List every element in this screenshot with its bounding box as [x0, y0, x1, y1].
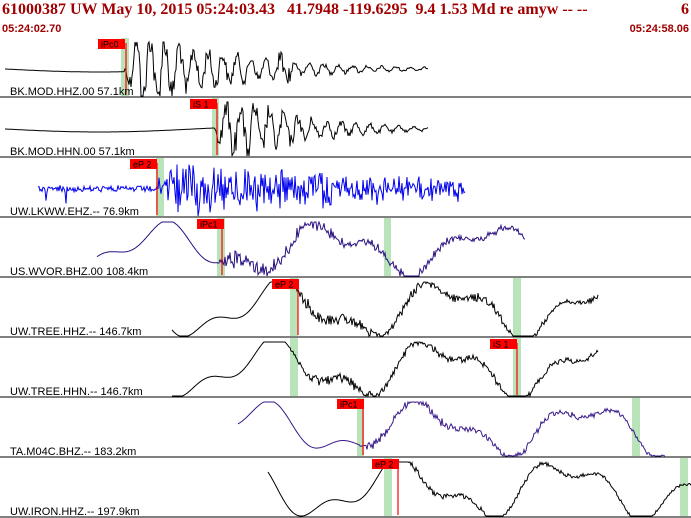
- trace-panel[interactable]: eP 2 UW.TREE.HHZ.-- 146.7km: [0, 278, 691, 338]
- time-end-label: 05:24:58.06: [629, 23, 689, 35]
- pick-window-band: [632, 398, 640, 456]
- pick-flag[interactable]: [272, 279, 299, 289]
- waveform-trace: [237, 400, 666, 458]
- pick-window-band: [217, 218, 225, 276]
- pick-window-band: [290, 278, 298, 336]
- station-label: US.WVOR.BHZ.00 108.4km: [10, 266, 148, 278]
- event-title: 61000387 UW May 10, 2015 05:24:03.43 41.…: [2, 1, 588, 18]
- station-label: UW.TREE.HHZ.-- 146.7km: [10, 326, 141, 338]
- pick-window-band: [290, 338, 298, 396]
- pick-window-band: [121, 38, 129, 96]
- trace-panel[interactable]: iPc1 US.WVOR.BHZ.00 108.4km: [0, 218, 691, 278]
- station-label: BK.MOD.HHN.00 57.1km: [10, 146, 135, 158]
- pick-window-band: [384, 218, 391, 276]
- pick-label: iS 1: [193, 100, 209, 110]
- station-label: UW.LKWW.EHZ.-- 76.9km: [10, 206, 139, 218]
- station-label: UW.TREE.HHN.-- 146.7km: [10, 386, 143, 398]
- waveform-trace: [96, 220, 526, 277]
- station-label: TA.M04C.BHZ.-- 183.2km: [10, 446, 136, 458]
- pick-label: iS 1: [493, 340, 509, 350]
- trace-panel[interactable]: iS 1 BK.MOD.HHN.00 57.1km: [0, 98, 691, 158]
- pick-window-band: [357, 398, 364, 456]
- waveform-trace: [267, 460, 691, 517]
- event-header: 61000387 UW May 10, 2015 05:24:03.43 41.…: [0, 0, 691, 40]
- trace-panel[interactable]: iPc1 TA.M04C.BHZ.-- 183.2km: [0, 398, 691, 458]
- pick-flag[interactable]: [490, 339, 517, 349]
- station-label: UW.IRON.HHZ.-- 197.9km: [10, 506, 140, 518]
- pick-label: iPc1: [200, 220, 218, 230]
- pick-label: iPc0: [101, 40, 119, 50]
- station-label: BK.MOD.HHZ.00 57.1km: [10, 86, 133, 98]
- trace-panel[interactable]: iPc0 BK.MOD.HHZ.00 57.1km: [0, 38, 691, 98]
- event-title-right: 6: [681, 1, 689, 18]
- seismogram-panel[interactable]: iPc0 BK.MOD.HHZ.00 57.1km iS 1 BK.MOD.HHN.0…: [0, 37, 691, 518]
- waveform-trace: [171, 281, 599, 338]
- trace-panel[interactable]: eP 2 UW.IRON.HHZ.-- 197.9km: [0, 458, 691, 518]
- pick-window-band: [513, 278, 521, 336]
- pick-flag[interactable]: [98, 39, 125, 49]
- pick-window-band: [680, 458, 688, 516]
- pick-window-band: [384, 458, 392, 516]
- pick-flag[interactable]: [372, 459, 399, 469]
- pick-flag[interactable]: [130, 159, 157, 169]
- pick-flag[interactable]: [190, 99, 217, 109]
- waveform-trace: [5, 40, 429, 97]
- pick-flag[interactable]: [197, 219, 224, 229]
- pick-flag[interactable]: [337, 399, 364, 409]
- pick-label: eP 2: [275, 280, 293, 290]
- pick-label: eP 2: [375, 460, 393, 470]
- pick-label: iPc1: [340, 400, 358, 410]
- trace-panel[interactable]: iS 1 UW.TREE.HHN.-- 146.7km: [0, 338, 691, 398]
- pick-label: eP 2: [133, 160, 151, 170]
- waveform-trace: [172, 341, 599, 398]
- waveform-trace: [37, 164, 466, 217]
- pick-window-band: [212, 98, 219, 156]
- trace-panel[interactable]: eP 2 UW.LKWW.EHZ.-- 76.9km: [0, 158, 691, 218]
- time-start-label: 05:24:02.70: [2, 23, 62, 35]
